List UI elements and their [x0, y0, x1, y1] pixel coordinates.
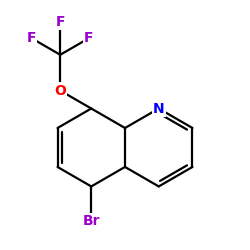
Text: F: F — [84, 31, 94, 45]
Text: O: O — [54, 84, 66, 98]
Text: F: F — [56, 15, 65, 29]
Text: F: F — [27, 31, 36, 45]
Text: Br: Br — [82, 214, 100, 228]
Text: N: N — [153, 102, 164, 116]
